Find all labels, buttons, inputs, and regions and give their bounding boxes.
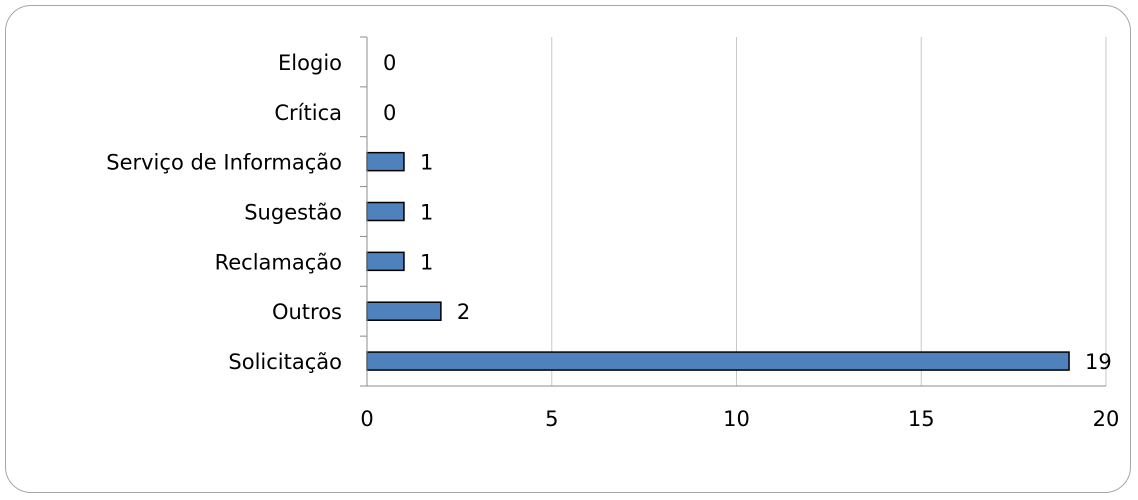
x-tick-label-4: 20 (1093, 407, 1120, 431)
data-label-1: 0 (383, 101, 396, 125)
data-label-2: 1 (420, 151, 433, 175)
category-label-6: Solicitação (228, 350, 342, 374)
data-label-0: 0 (383, 51, 396, 75)
data-label-4: 1 (420, 250, 433, 274)
bar-3 (366, 201, 405, 222)
category-label-0: Elogio (278, 51, 342, 75)
bars (366, 151, 1070, 371)
category-label-2: Serviço de Informação (106, 151, 342, 175)
chart-frame (5, 5, 1131, 493)
bar-4 (366, 251, 405, 272)
labels: 0 5 10 15 20 Elogio 0 Crítica 0 Serviço de Inform… (106, 51, 1119, 431)
category-label-3: Sugestão (244, 201, 342, 225)
bar-2 (366, 151, 405, 172)
x-tick-label-3: 15 (908, 407, 935, 431)
bar-6 (366, 351, 1070, 371)
category-label-5: Outros (272, 300, 342, 324)
x-tick-label-1: 5 (545, 407, 558, 431)
bar-5 (366, 301, 442, 321)
category-label-4: Reclamação (215, 250, 342, 274)
x-tick-label-0: 0 (360, 407, 373, 431)
category-label-1: Crítica (274, 101, 342, 125)
x-tick-label-2: 10 (723, 407, 750, 431)
axes (360, 36, 1106, 387)
data-label-5: 2 (457, 300, 470, 324)
gridlines (551, 37, 1107, 386)
data-label-3: 1 (420, 201, 433, 225)
data-label-6: 19 (1085, 350, 1112, 374)
